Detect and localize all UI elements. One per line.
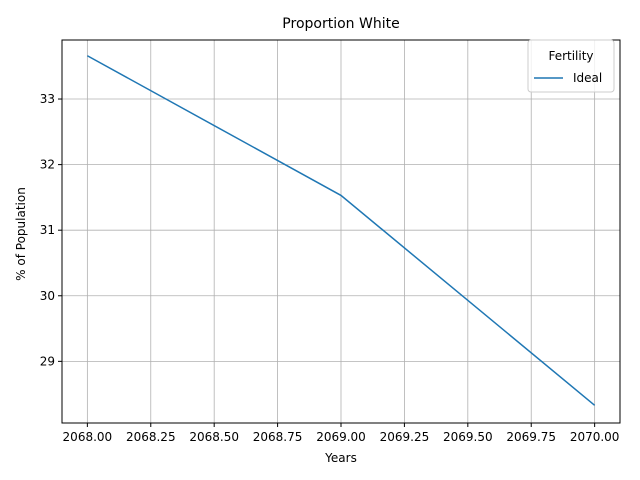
chart-title: Proportion White	[282, 16, 399, 32]
x-tick-label: 2068.50	[189, 430, 239, 444]
x-tick-label: 2069.50	[443, 430, 493, 444]
x-tick-label: 2070.00	[570, 430, 620, 444]
y-axis-label: % of Population	[14, 187, 28, 281]
y-tick-label: 32	[40, 158, 55, 172]
x-axis-label: Years	[324, 451, 357, 465]
legend: Fertility Ideal	[527, 39, 615, 93]
y-axis: 29 30 31 32 33	[40, 92, 62, 368]
series-line-ideal	[87, 55, 596, 406]
legend-label-ideal: Ideal	[573, 71, 602, 85]
series-layer	[87, 55, 596, 406]
legend-title: Fertility	[548, 49, 593, 63]
x-tick-label: 2069.75	[506, 430, 556, 444]
x-tick-label: 2068.75	[253, 430, 303, 444]
y-tick-label: 29	[40, 354, 55, 368]
grid	[62, 40, 620, 423]
x-tick-label: 2068.00	[63, 430, 113, 444]
y-tick-label: 33	[40, 92, 55, 106]
x-tick-label: 2069.25	[380, 430, 430, 444]
x-axis: 2068.00 2068.25 2068.50 2068.75 2069.00 2069.…	[63, 423, 620, 444]
x-tick-label: 2068.25	[126, 430, 176, 444]
legend-box	[527, 39, 615, 93]
y-tick-label: 31	[40, 223, 55, 237]
y-tick-label: 30	[40, 289, 55, 303]
x-tick-label: 2069.00	[316, 430, 366, 444]
